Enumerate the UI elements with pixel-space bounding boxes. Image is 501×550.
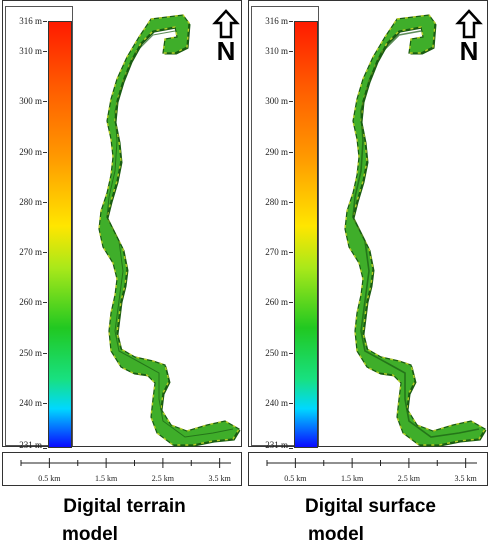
- north-arrow-icon: N: [454, 9, 484, 69]
- north-arrow-icon: N: [211, 9, 241, 69]
- scale-bar-label: 0.5 km: [284, 474, 307, 483]
- river-banks-highlight: [344, 14, 486, 446]
- legend-tick-label: 270 m: [19, 247, 42, 258]
- caption-line-1: Digital surface: [305, 496, 436, 517]
- dtm-river-corridor: [98, 14, 241, 447]
- legend-tick-label: 260 m: [265, 297, 288, 308]
- legend-tick-label: 300 m: [19, 96, 42, 107]
- caption-line-2: model: [62, 524, 118, 545]
- scale-bar-label: 3.5 km: [208, 474, 231, 483]
- legend-tick-label: 316 m: [19, 16, 42, 26]
- elevation-legend: 316 m 310 m 300 m 290 m 280 m 270 m 260 m 250 m…: [5, 6, 73, 450]
- legend-tick-mark: [43, 448, 47, 449]
- river-surface: [98, 14, 240, 446]
- scale-bar-label: 1.5 km: [95, 474, 118, 483]
- scale-bar-label: 1.5 km: [341, 474, 364, 483]
- legend-tick-mark: [43, 201, 47, 203]
- legend-tick-mark: [289, 352, 293, 354]
- legend-tick-mark: [289, 402, 293, 404]
- legend-tick-label: 310 m: [265, 46, 288, 57]
- legend-tick-label: 240 m: [265, 397, 288, 408]
- dsm-scale-bar: 0.5 km 1.5 km 2.5 km 3.5 km: [248, 452, 488, 486]
- legend-tick-mark: [43, 302, 47, 304]
- legend-tick-label: 231 m: [265, 440, 288, 450]
- legend-tick-mark: [43, 151, 47, 153]
- legend-tick-mark: [43, 21, 47, 22]
- legend-tick-label: 280 m: [19, 196, 42, 207]
- legend-tick-mark: [43, 51, 47, 53]
- elevation-legend: 316 m 310 m 300 m 290 m 280 m 270 m 260 m 250 m…: [251, 6, 319, 450]
- legend-tick-mark: [43, 402, 47, 404]
- river-banks-highlight: [98, 14, 240, 446]
- dtm-scale-bar: 0.5 km 1.5 km 2.5 km 3.5 km: [2, 452, 242, 486]
- legend-tick-label: 250 m: [265, 347, 288, 358]
- scale-bar-label: 2.5 km: [151, 474, 174, 483]
- legend-tick-mark: [289, 21, 293, 22]
- legend-tick-mark: [289, 302, 293, 304]
- caption-line-1: Digital terrain: [63, 496, 186, 517]
- legend-tick-label: 310 m: [19, 46, 42, 57]
- legend-tick-label: 240 m: [19, 397, 42, 408]
- legend-tick-mark: [289, 252, 293, 254]
- legend-tick-mark: [289, 101, 293, 103]
- legend-tick-label: 290 m: [265, 146, 288, 157]
- legend-tick-mark: [289, 201, 293, 203]
- legend-tick-label: 250 m: [19, 347, 42, 358]
- legend-tick-mark: [289, 448, 293, 449]
- legend-tick-mark: [43, 252, 47, 254]
- north-label: N: [459, 36, 479, 66]
- legend-tick-mark: [43, 352, 47, 354]
- dsm-river-corridor: [344, 14, 487, 447]
- elevation-colorbar: [48, 21, 72, 448]
- scale-bar-line: [20, 458, 231, 468]
- legend-tick-mark: [289, 151, 293, 153]
- legend-tick-label: 260 m: [19, 297, 42, 308]
- scale-bar-label: 0.5 km: [38, 474, 61, 483]
- caption-line-2: model: [308, 524, 364, 545]
- legend-tick-label: 270 m: [265, 247, 288, 258]
- river-surface: [344, 14, 486, 446]
- legend-tick-label: 280 m: [265, 196, 288, 207]
- legend-tick-label: 316 m: [265, 16, 288, 26]
- legend-tick-label: 300 m: [265, 96, 288, 107]
- scale-bar-label: 3.5 km: [454, 474, 477, 483]
- legend-tick-mark: [289, 51, 293, 53]
- scale-bar-label: 2.5 km: [397, 474, 420, 483]
- elevation-colorbar: [294, 21, 318, 448]
- river-channel: [106, 30, 234, 438]
- legend-tick-label: 290 m: [19, 146, 42, 157]
- dsm-panel: 316 m 310 m 300 m 290 m 280 m 270 m 260 m 250 m…: [248, 0, 493, 550]
- north-label: N: [216, 36, 236, 66]
- scale-bar-line: [266, 458, 477, 468]
- dsm-map-frame: 316 m 310 m 300 m 290 m 280 m 270 m 260 m 250 m…: [248, 0, 488, 450]
- legend-tick-label: 231 m: [19, 440, 42, 450]
- dtm-panel: 316 m 310 m 300 m 290 m 280 m 270 m 260 m 250 m…: [2, 0, 247, 550]
- dtm-map-frame: 316 m 310 m 300 m 290 m 280 m 270 m 260 m 250 m…: [2, 0, 242, 450]
- river-channel: [352, 30, 480, 438]
- legend-tick-mark: [43, 101, 47, 103]
